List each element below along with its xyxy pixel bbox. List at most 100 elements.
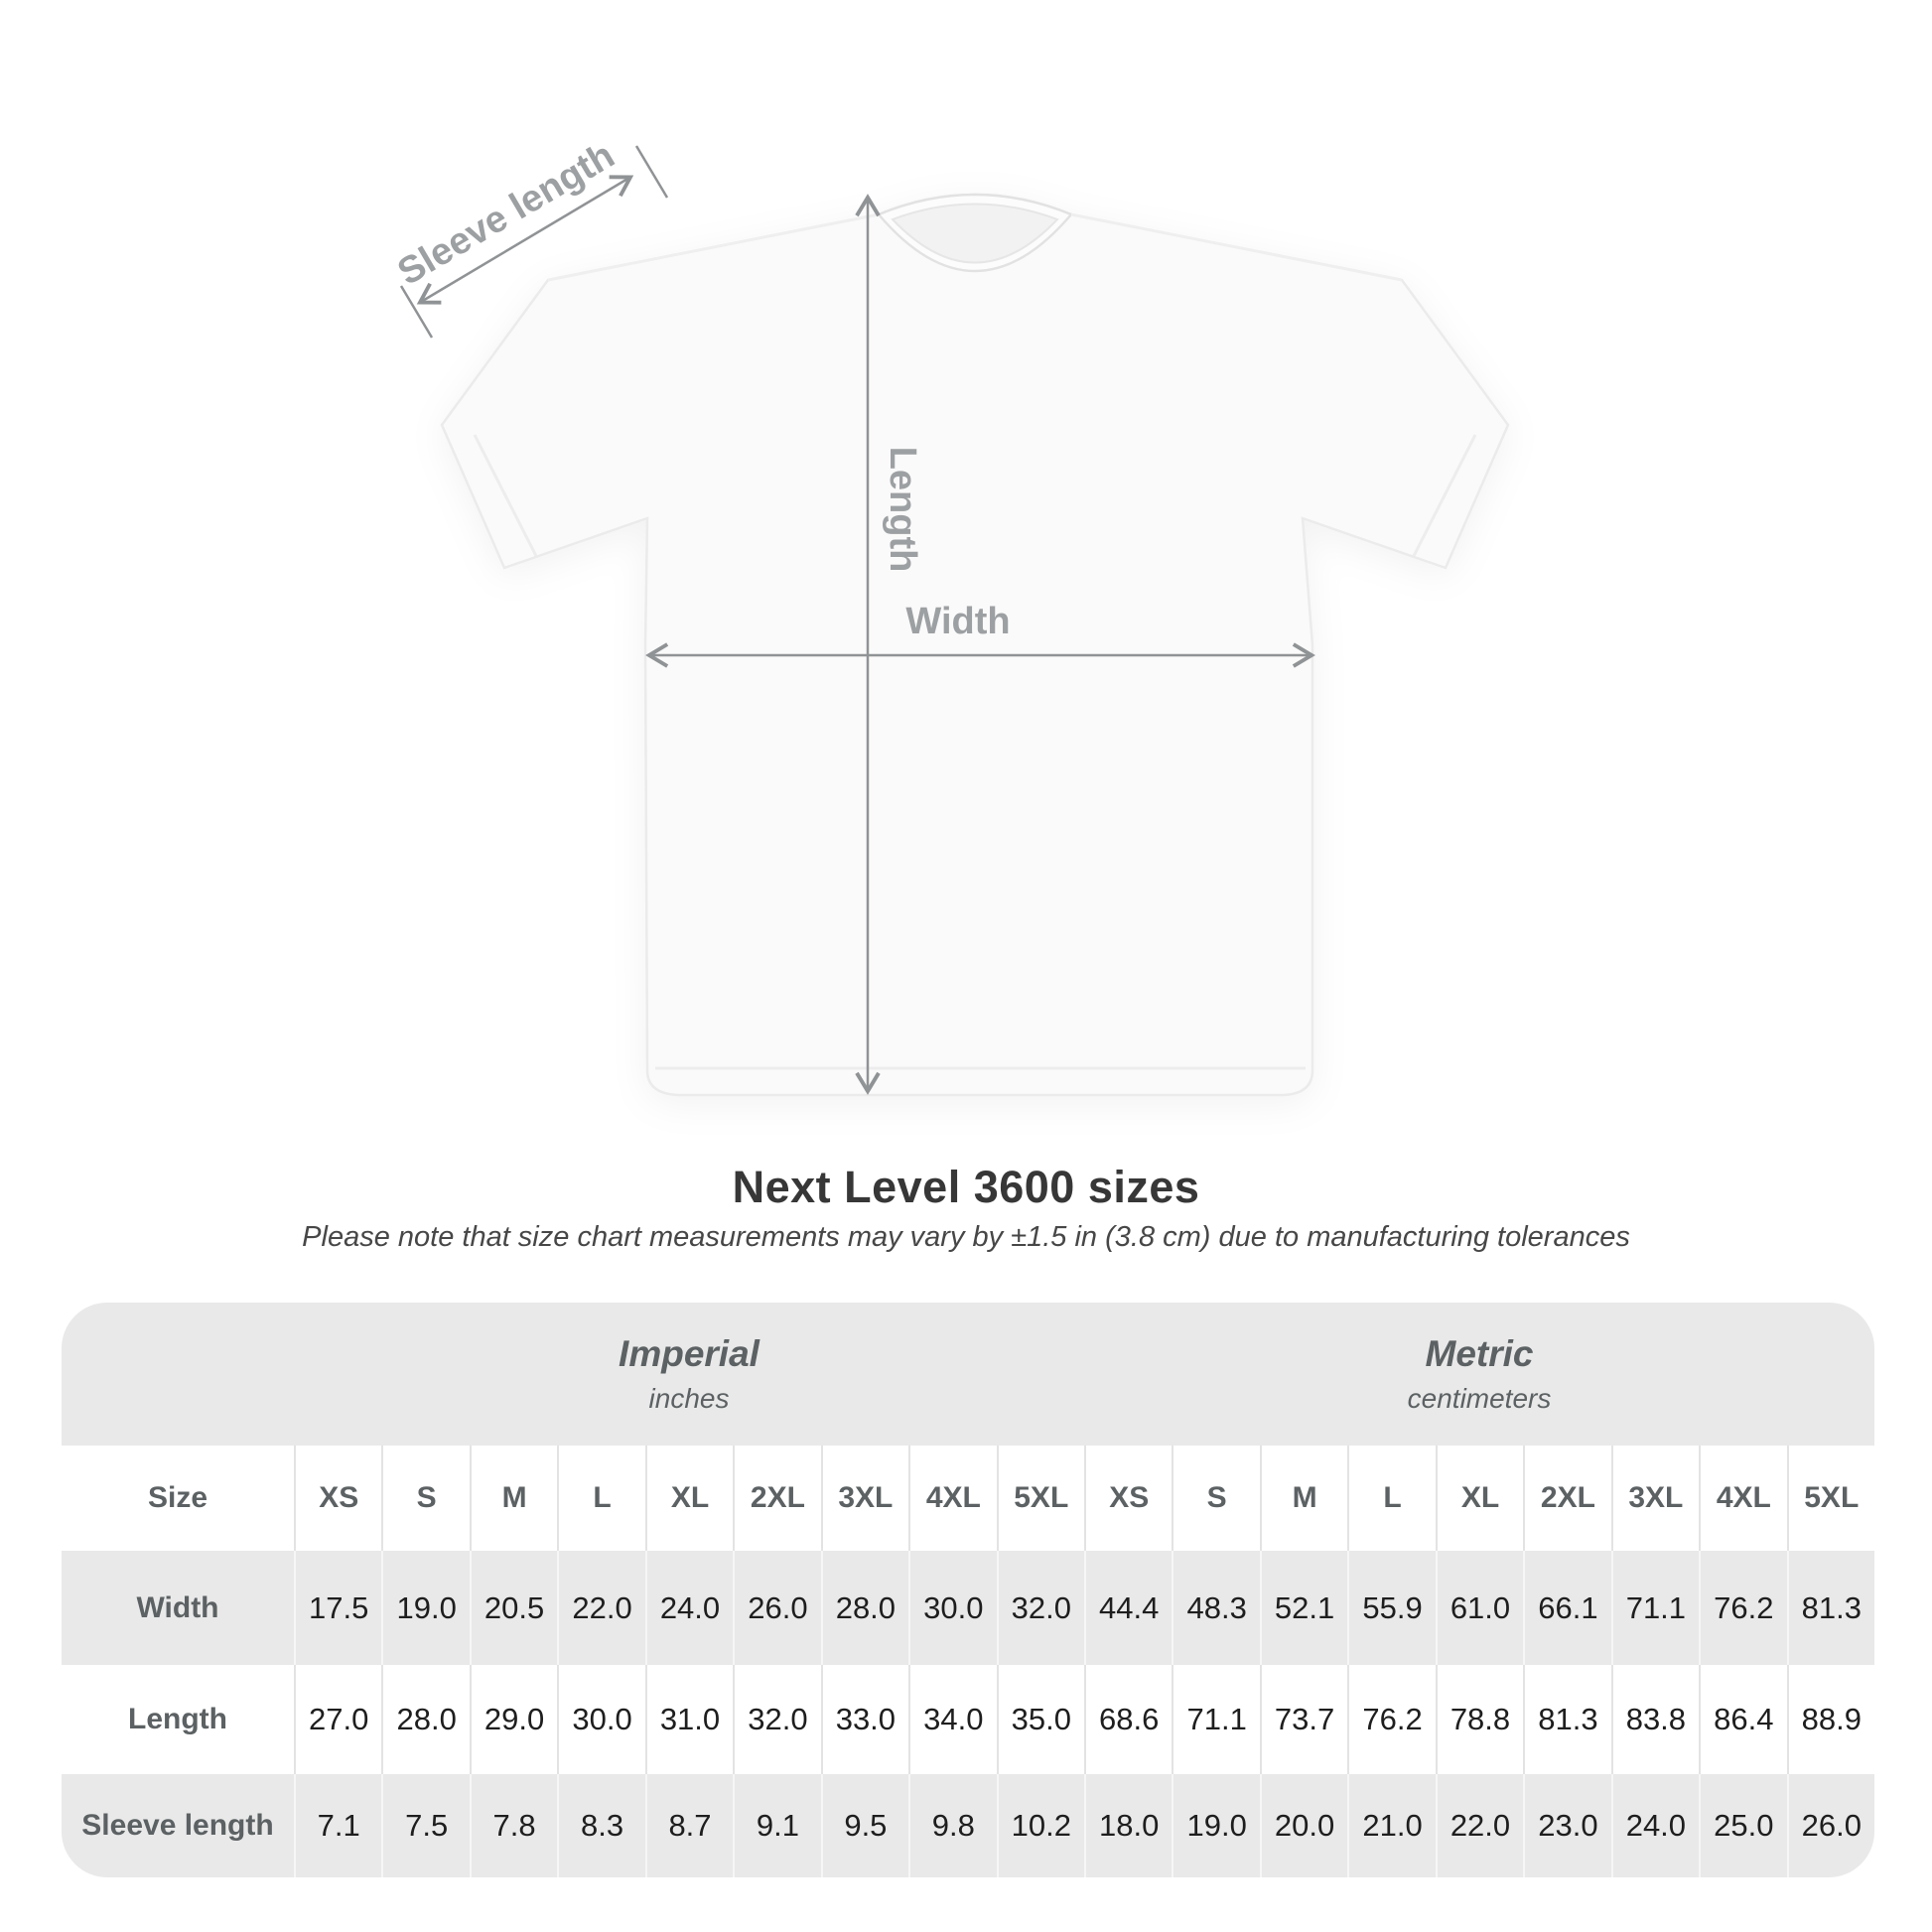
value-cell-metric: 81.3 bbox=[1786, 1551, 1874, 1665]
value-cell-imperial: 7.8 bbox=[469, 1774, 557, 1877]
tshirt-graphic bbox=[440, 193, 1510, 1097]
sleeve-length-label: Sleeve length bbox=[391, 134, 621, 294]
size-col-header-metric: 4XL bbox=[1699, 1446, 1786, 1551]
value-cell-imperial: 26.0 bbox=[733, 1551, 820, 1665]
value-cell-metric: 23.0 bbox=[1523, 1774, 1610, 1877]
value-cell-imperial: 29.0 bbox=[469, 1665, 557, 1774]
value-cell-metric: 78.8 bbox=[1435, 1665, 1523, 1774]
value-cell-imperial: 27.0 bbox=[294, 1665, 381, 1774]
sleeve-dimension-tick-top bbox=[634, 145, 669, 199]
size-col-header-metric: 3XL bbox=[1610, 1446, 1699, 1551]
collar-inner bbox=[891, 203, 1059, 264]
row-label: Sleeve length bbox=[81, 1809, 274, 1842]
value-cell-metric: 68.6 bbox=[1083, 1665, 1172, 1774]
value-cell-imperial: 32.0 bbox=[733, 1665, 820, 1774]
sleeve-dimension-tick-bottom bbox=[399, 285, 434, 339]
size-col-header-imperial: S bbox=[381, 1446, 469, 1551]
size-col-header-imperial: 4XL bbox=[908, 1446, 996, 1551]
size-header-row: Size XS S M L XL 2XL 3XL 4XL 5XL XS S M L XL 2XL 3XL 4XL 5… bbox=[62, 1446, 1874, 1551]
size-table: Imperial inches Metric centimeters Size X… bbox=[62, 1303, 1874, 1877]
tolerance-note: Please note that size chart measurements… bbox=[302, 1221, 1630, 1253]
value-cell-imperial: 32.0 bbox=[996, 1551, 1084, 1665]
page-title: Next Level 3600 sizes bbox=[732, 1162, 1200, 1212]
value-cell-imperial: 22.0 bbox=[557, 1551, 644, 1665]
size-col-header-imperial: 5XL bbox=[996, 1446, 1084, 1551]
imperial-sublabel: inches bbox=[648, 1383, 730, 1414]
value-cell-metric: 19.0 bbox=[1172, 1774, 1259, 1877]
value-cell-imperial: 17.5 bbox=[294, 1551, 381, 1665]
measurement-row: Width 17.5 19.0 20.5 22.0 24.0 26.0 28.0 30.0 32.… bbox=[62, 1551, 1874, 1665]
value-cell-imperial: 30.0 bbox=[908, 1551, 996, 1665]
value-cell-metric: 44.4 bbox=[1083, 1551, 1172, 1665]
value-cell-imperial: 28.0 bbox=[820, 1551, 908, 1665]
sleeve-dimension-line bbox=[416, 175, 634, 305]
tshirt-diagram: Length Width Sleeve length bbox=[391, 134, 1510, 1097]
row-label: Length bbox=[128, 1703, 227, 1735]
size-row-label: Size bbox=[147, 1481, 208, 1514]
value-cell-metric: 61.0 bbox=[1435, 1551, 1523, 1665]
value-cell-imperial: 34.0 bbox=[908, 1665, 996, 1774]
value-cell-imperial: 9.8 bbox=[908, 1774, 996, 1877]
size-col-header-metric: XL bbox=[1435, 1446, 1523, 1551]
metric-group-header: Metric centimeters bbox=[1084, 1303, 1874, 1446]
size-col-header-imperial: XL bbox=[644, 1446, 733, 1551]
width-label: Width bbox=[905, 601, 1010, 642]
value-cell-imperial: 35.0 bbox=[996, 1665, 1084, 1774]
value-cell-metric: 25.0 bbox=[1699, 1774, 1786, 1877]
size-col-header-metric: S bbox=[1172, 1446, 1259, 1551]
value-cell-imperial: 31.0 bbox=[644, 1665, 733, 1774]
value-cell-metric: 76.2 bbox=[1699, 1551, 1786, 1665]
unit-group-header-row: Imperial inches Metric centimeters bbox=[62, 1303, 1874, 1446]
value-cell-imperial: 8.3 bbox=[557, 1774, 644, 1877]
measurement-row: Sleeve length 7.1 7.5 7.8 8.3 8.7 9.1 9.5 9.8 10.… bbox=[62, 1774, 1874, 1877]
value-cell-metric: 21.0 bbox=[1347, 1774, 1435, 1877]
imperial-group-header: Imperial inches bbox=[294, 1303, 1084, 1446]
measurement-row: Length 27.0 28.0 29.0 30.0 31.0 32.0 33.0 34.0 35… bbox=[62, 1665, 1874, 1774]
value-cell-imperial: 7.1 bbox=[294, 1774, 381, 1877]
imperial-label: Imperial bbox=[619, 1333, 759, 1374]
value-cell-metric: 26.0 bbox=[1786, 1774, 1874, 1877]
value-cell-metric: 81.3 bbox=[1523, 1665, 1610, 1774]
size-col-header-metric: 5XL bbox=[1786, 1446, 1874, 1551]
size-col-header-metric: 2XL bbox=[1523, 1446, 1610, 1551]
value-cell-metric: 88.9 bbox=[1786, 1665, 1874, 1774]
value-cell-metric: 20.0 bbox=[1259, 1774, 1347, 1877]
size-col-header-imperial: M bbox=[469, 1446, 557, 1551]
value-cell-metric: 66.1 bbox=[1523, 1551, 1610, 1665]
value-cell-metric: 48.3 bbox=[1172, 1551, 1259, 1665]
size-col-header-imperial: L bbox=[557, 1446, 644, 1551]
value-cell-metric: 22.0 bbox=[1435, 1774, 1523, 1877]
metric-label: Metric bbox=[1425, 1333, 1534, 1374]
table-rows: Size XS S M L XL 2XL 3XL 4XL 5XL XS S M L XL 2XL 3XL 4XL 5… bbox=[62, 1446, 1874, 1877]
value-cell-imperial: 9.1 bbox=[733, 1774, 820, 1877]
metric-sublabel: centimeters bbox=[1407, 1383, 1552, 1414]
value-cell-imperial: 7.5 bbox=[381, 1774, 469, 1877]
value-cell-metric: 71.1 bbox=[1610, 1551, 1699, 1665]
row-label: Width bbox=[136, 1590, 219, 1624]
value-cell-imperial: 20.5 bbox=[469, 1551, 557, 1665]
value-cell-imperial: 9.5 bbox=[820, 1774, 908, 1877]
value-cell-imperial: 28.0 bbox=[381, 1665, 469, 1774]
value-cell-imperial: 8.7 bbox=[644, 1774, 733, 1877]
value-cell-imperial: 19.0 bbox=[381, 1551, 469, 1665]
size-col-header-imperial: XS bbox=[294, 1446, 381, 1551]
size-col-header-imperial: 2XL bbox=[733, 1446, 820, 1551]
length-label: Length bbox=[882, 447, 923, 573]
size-col-header-metric: XS bbox=[1083, 1446, 1172, 1551]
size-col-header-imperial: 3XL bbox=[820, 1446, 908, 1551]
value-cell-imperial: 24.0 bbox=[644, 1551, 733, 1665]
value-cell-metric: 52.1 bbox=[1259, 1551, 1347, 1665]
value-cell-metric: 55.9 bbox=[1347, 1551, 1435, 1665]
value-cell-metric: 83.8 bbox=[1610, 1665, 1699, 1774]
value-cell-imperial: 30.0 bbox=[557, 1665, 644, 1774]
value-cell-imperial: 33.0 bbox=[820, 1665, 908, 1774]
value-cell-metric: 24.0 bbox=[1610, 1774, 1699, 1877]
value-cell-metric: 76.2 bbox=[1347, 1665, 1435, 1774]
value-cell-metric: 18.0 bbox=[1083, 1774, 1172, 1877]
size-col-header-metric: L bbox=[1347, 1446, 1435, 1551]
value-cell-metric: 73.7 bbox=[1259, 1665, 1347, 1774]
value-cell-metric: 86.4 bbox=[1699, 1665, 1786, 1774]
size-col-header-metric: M bbox=[1259, 1446, 1347, 1551]
value-cell-metric: 71.1 bbox=[1172, 1665, 1259, 1774]
